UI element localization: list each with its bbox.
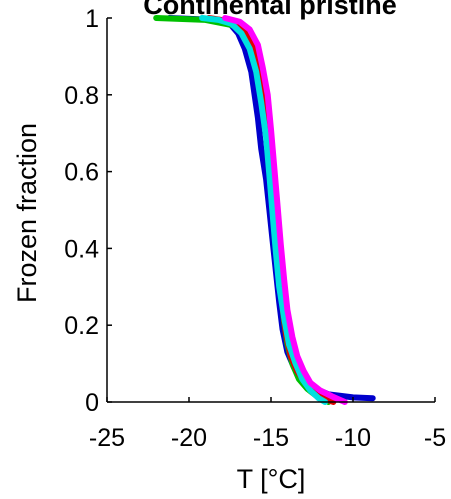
x-tick-label: -20 [171, 424, 207, 452]
series-lines [153, 15, 376, 405]
y-tick-label: 0.8 [64, 82, 99, 110]
x-tick-label: -5 [424, 424, 446, 452]
y-axis-label: Frozen fraction [12, 123, 42, 303]
chart-title: Continental pristine [143, 0, 397, 20]
y-tick-label: 0.2 [64, 312, 99, 340]
y-tick-label: 1 [85, 5, 99, 33]
y-tick-label: 0.6 [64, 159, 99, 187]
x-tick-label: -15 [253, 424, 289, 452]
series-line-2 [153, 15, 332, 405]
x-axis-label: T [°C] [237, 464, 306, 494]
x-tick-label: -10 [335, 424, 371, 452]
series-line-5 [222, 15, 348, 405]
y-tick-label: 0.4 [64, 235, 99, 263]
x-tick-label: -25 [89, 424, 125, 452]
axes: -25 -20 -15 -10 -5 0 0.2 0.4 0.6 0.8 1 [64, 5, 446, 452]
series-line-4 [199, 15, 329, 405]
y-tick-label: 0 [85, 389, 99, 417]
